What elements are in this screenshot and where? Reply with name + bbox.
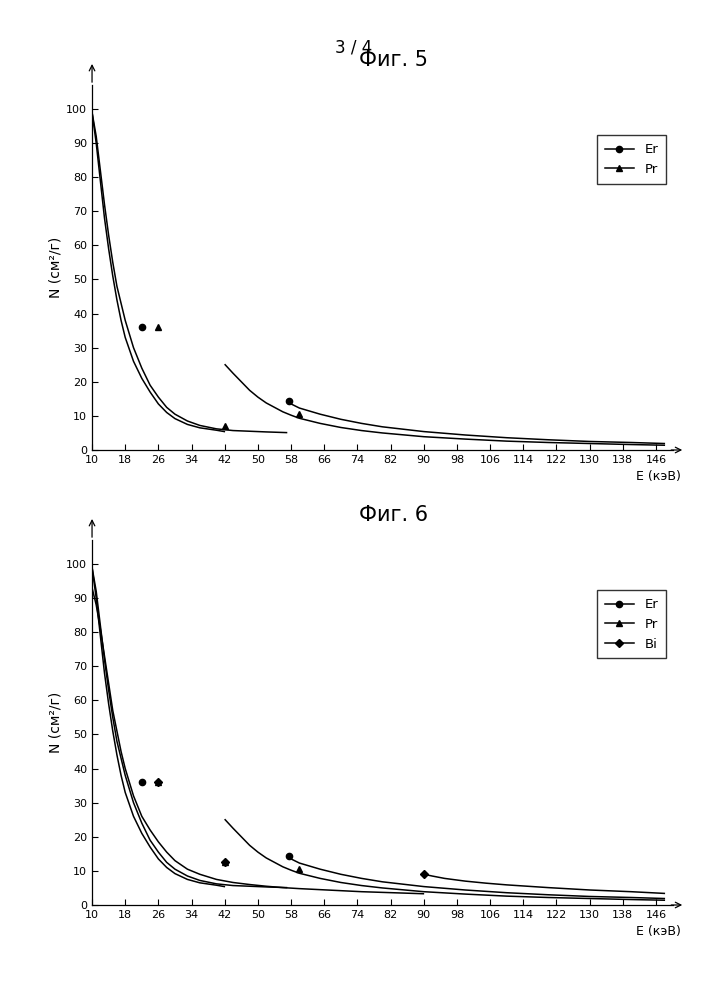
Text: Фиг. 6: Фиг. 6 — [360, 505, 428, 525]
Text: 3 / 4: 3 / 4 — [336, 38, 372, 56]
Text: Фиг. 5: Фиг. 5 — [360, 50, 428, 70]
Y-axis label: N (см²/г): N (см²/г) — [48, 692, 62, 753]
Text: E (кэВ): E (кэВ) — [636, 925, 681, 938]
Y-axis label: N (см²/г): N (см²/г) — [48, 237, 62, 298]
Legend: Er, Pr: Er, Pr — [597, 135, 666, 184]
Legend: Er, Pr, Bi: Er, Pr, Bi — [597, 590, 666, 658]
Text: E (кэВ): E (кэВ) — [636, 470, 681, 483]
